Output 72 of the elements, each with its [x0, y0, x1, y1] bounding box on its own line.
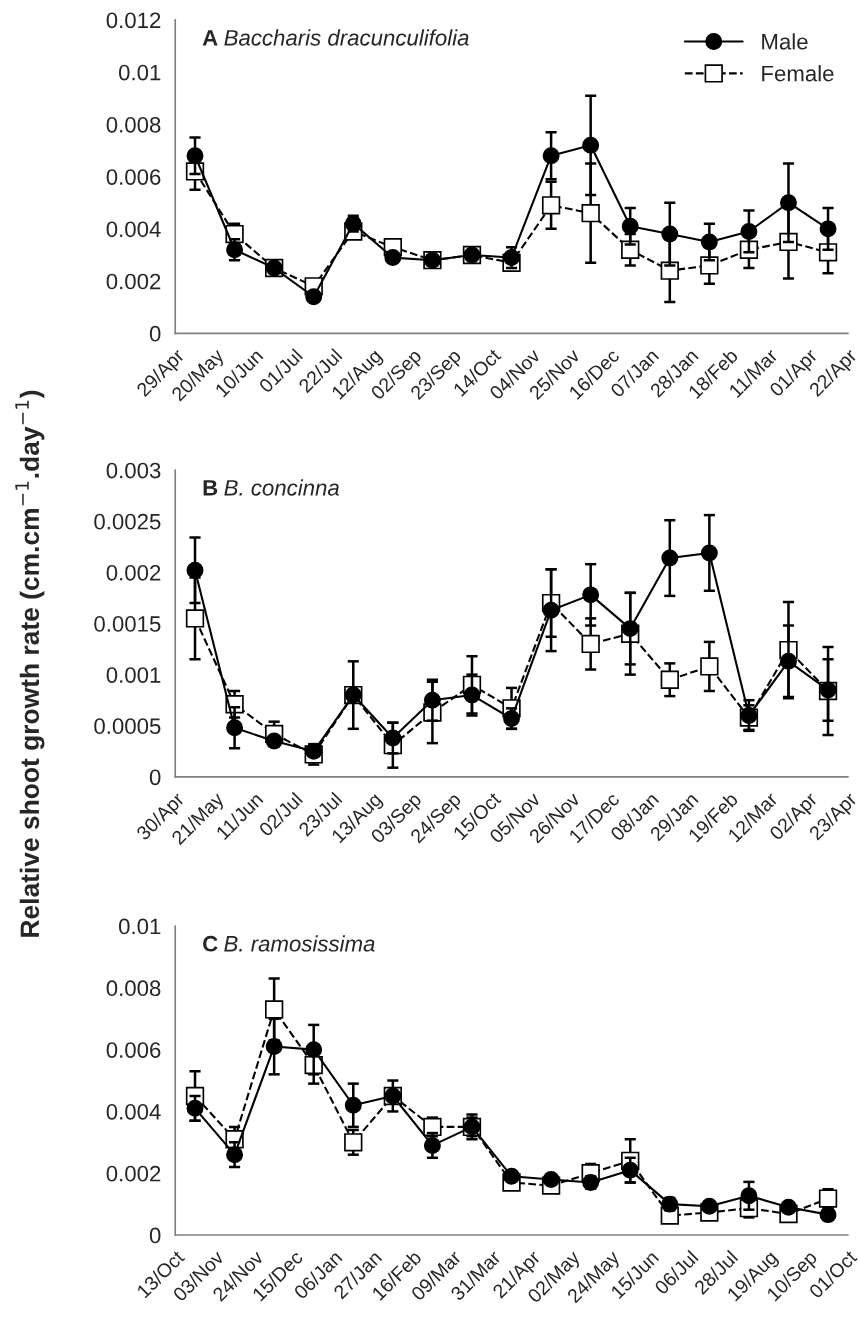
- y-tick-label: 0.003: [106, 462, 161, 479]
- point: [503, 249, 521, 267]
- point: [661, 549, 679, 567]
- y-tick-label: 0.0025: [94, 513, 161, 530]
- point: [700, 256, 719, 275]
- legend-label: Female: [762, 65, 834, 82]
- point: [700, 657, 719, 676]
- point: [582, 136, 600, 154]
- point: [581, 634, 600, 654]
- point: [542, 601, 560, 619]
- point: [621, 1161, 639, 1179]
- y-tick-label: 0.006: [106, 169, 161, 185]
- point: [186, 147, 204, 165]
- y-tick-label: 0.012: [106, 12, 161, 29]
- point: [265, 732, 283, 750]
- y-tick-label: 0.004: [106, 1103, 161, 1120]
- point: [780, 652, 797, 670]
- y-tick-label: 0.01: [118, 64, 161, 81]
- point: [661, 225, 679, 243]
- y-tick-label: 0.002: [106, 273, 161, 290]
- chart-title: C B. ramosissima: [203, 935, 375, 952]
- y-tick-label: 0.006: [106, 1042, 161, 1058]
- point: [423, 691, 441, 709]
- point: [581, 204, 600, 223]
- point: [226, 1146, 244, 1164]
- y-tick-label: 0.002: [106, 564, 161, 581]
- point: [740, 1187, 758, 1205]
- point: [660, 670, 679, 689]
- point: [305, 1041, 323, 1059]
- point: [621, 217, 639, 235]
- y-tick-label: 0.01: [118, 918, 161, 935]
- y-tick-label: 0.0005: [94, 718, 161, 735]
- point: [344, 1096, 362, 1114]
- point: [700, 233, 718, 251]
- point: [265, 1038, 283, 1056]
- point: [541, 196, 561, 215]
- y-axis-title: Relative shoot growth rate (cm.cm$^{−1}$.day$^{−1}$): [15, 390, 45, 937]
- point: [264, 1000, 284, 1019]
- point: [305, 288, 323, 306]
- point: [700, 544, 718, 562]
- point: [542, 147, 560, 165]
- point: [582, 586, 600, 604]
- y-tick-label: 0.001: [106, 667, 161, 683]
- y-tick-label: 0.002: [106, 1165, 161, 1182]
- point: [780, 194, 797, 212]
- y-tick-label: 0.0015: [94, 616, 161, 632]
- point: [185, 609, 205, 628]
- chart-title: B B. concinna: [203, 479, 340, 496]
- y-tick-label: 0: [149, 769, 161, 786]
- point: [186, 561, 204, 579]
- point: [384, 729, 402, 747]
- y-tick-label: 0.008: [106, 116, 161, 133]
- legend-label: Male: [762, 33, 808, 50]
- point: [384, 249, 402, 267]
- y-tick-label: 0: [149, 325, 161, 342]
- point: [780, 1198, 797, 1216]
- y-tick-label: 0.004: [106, 221, 161, 238]
- point: [700, 1197, 718, 1215]
- point: [819, 1206, 837, 1224]
- point: [819, 220, 837, 238]
- point: [463, 686, 481, 704]
- point: [621, 620, 639, 638]
- point: [503, 1167, 521, 1185]
- point: [305, 742, 323, 760]
- point: [186, 1099, 204, 1117]
- point: [344, 1133, 363, 1152]
- point: [542, 1170, 560, 1188]
- y-tick-label: 0.008: [106, 980, 161, 997]
- point: [226, 719, 244, 737]
- chart-title: A Baccharis dracunculifolia: [202, 29, 469, 46]
- point: [740, 222, 758, 240]
- y-tick-label: 0: [149, 1227, 161, 1244]
